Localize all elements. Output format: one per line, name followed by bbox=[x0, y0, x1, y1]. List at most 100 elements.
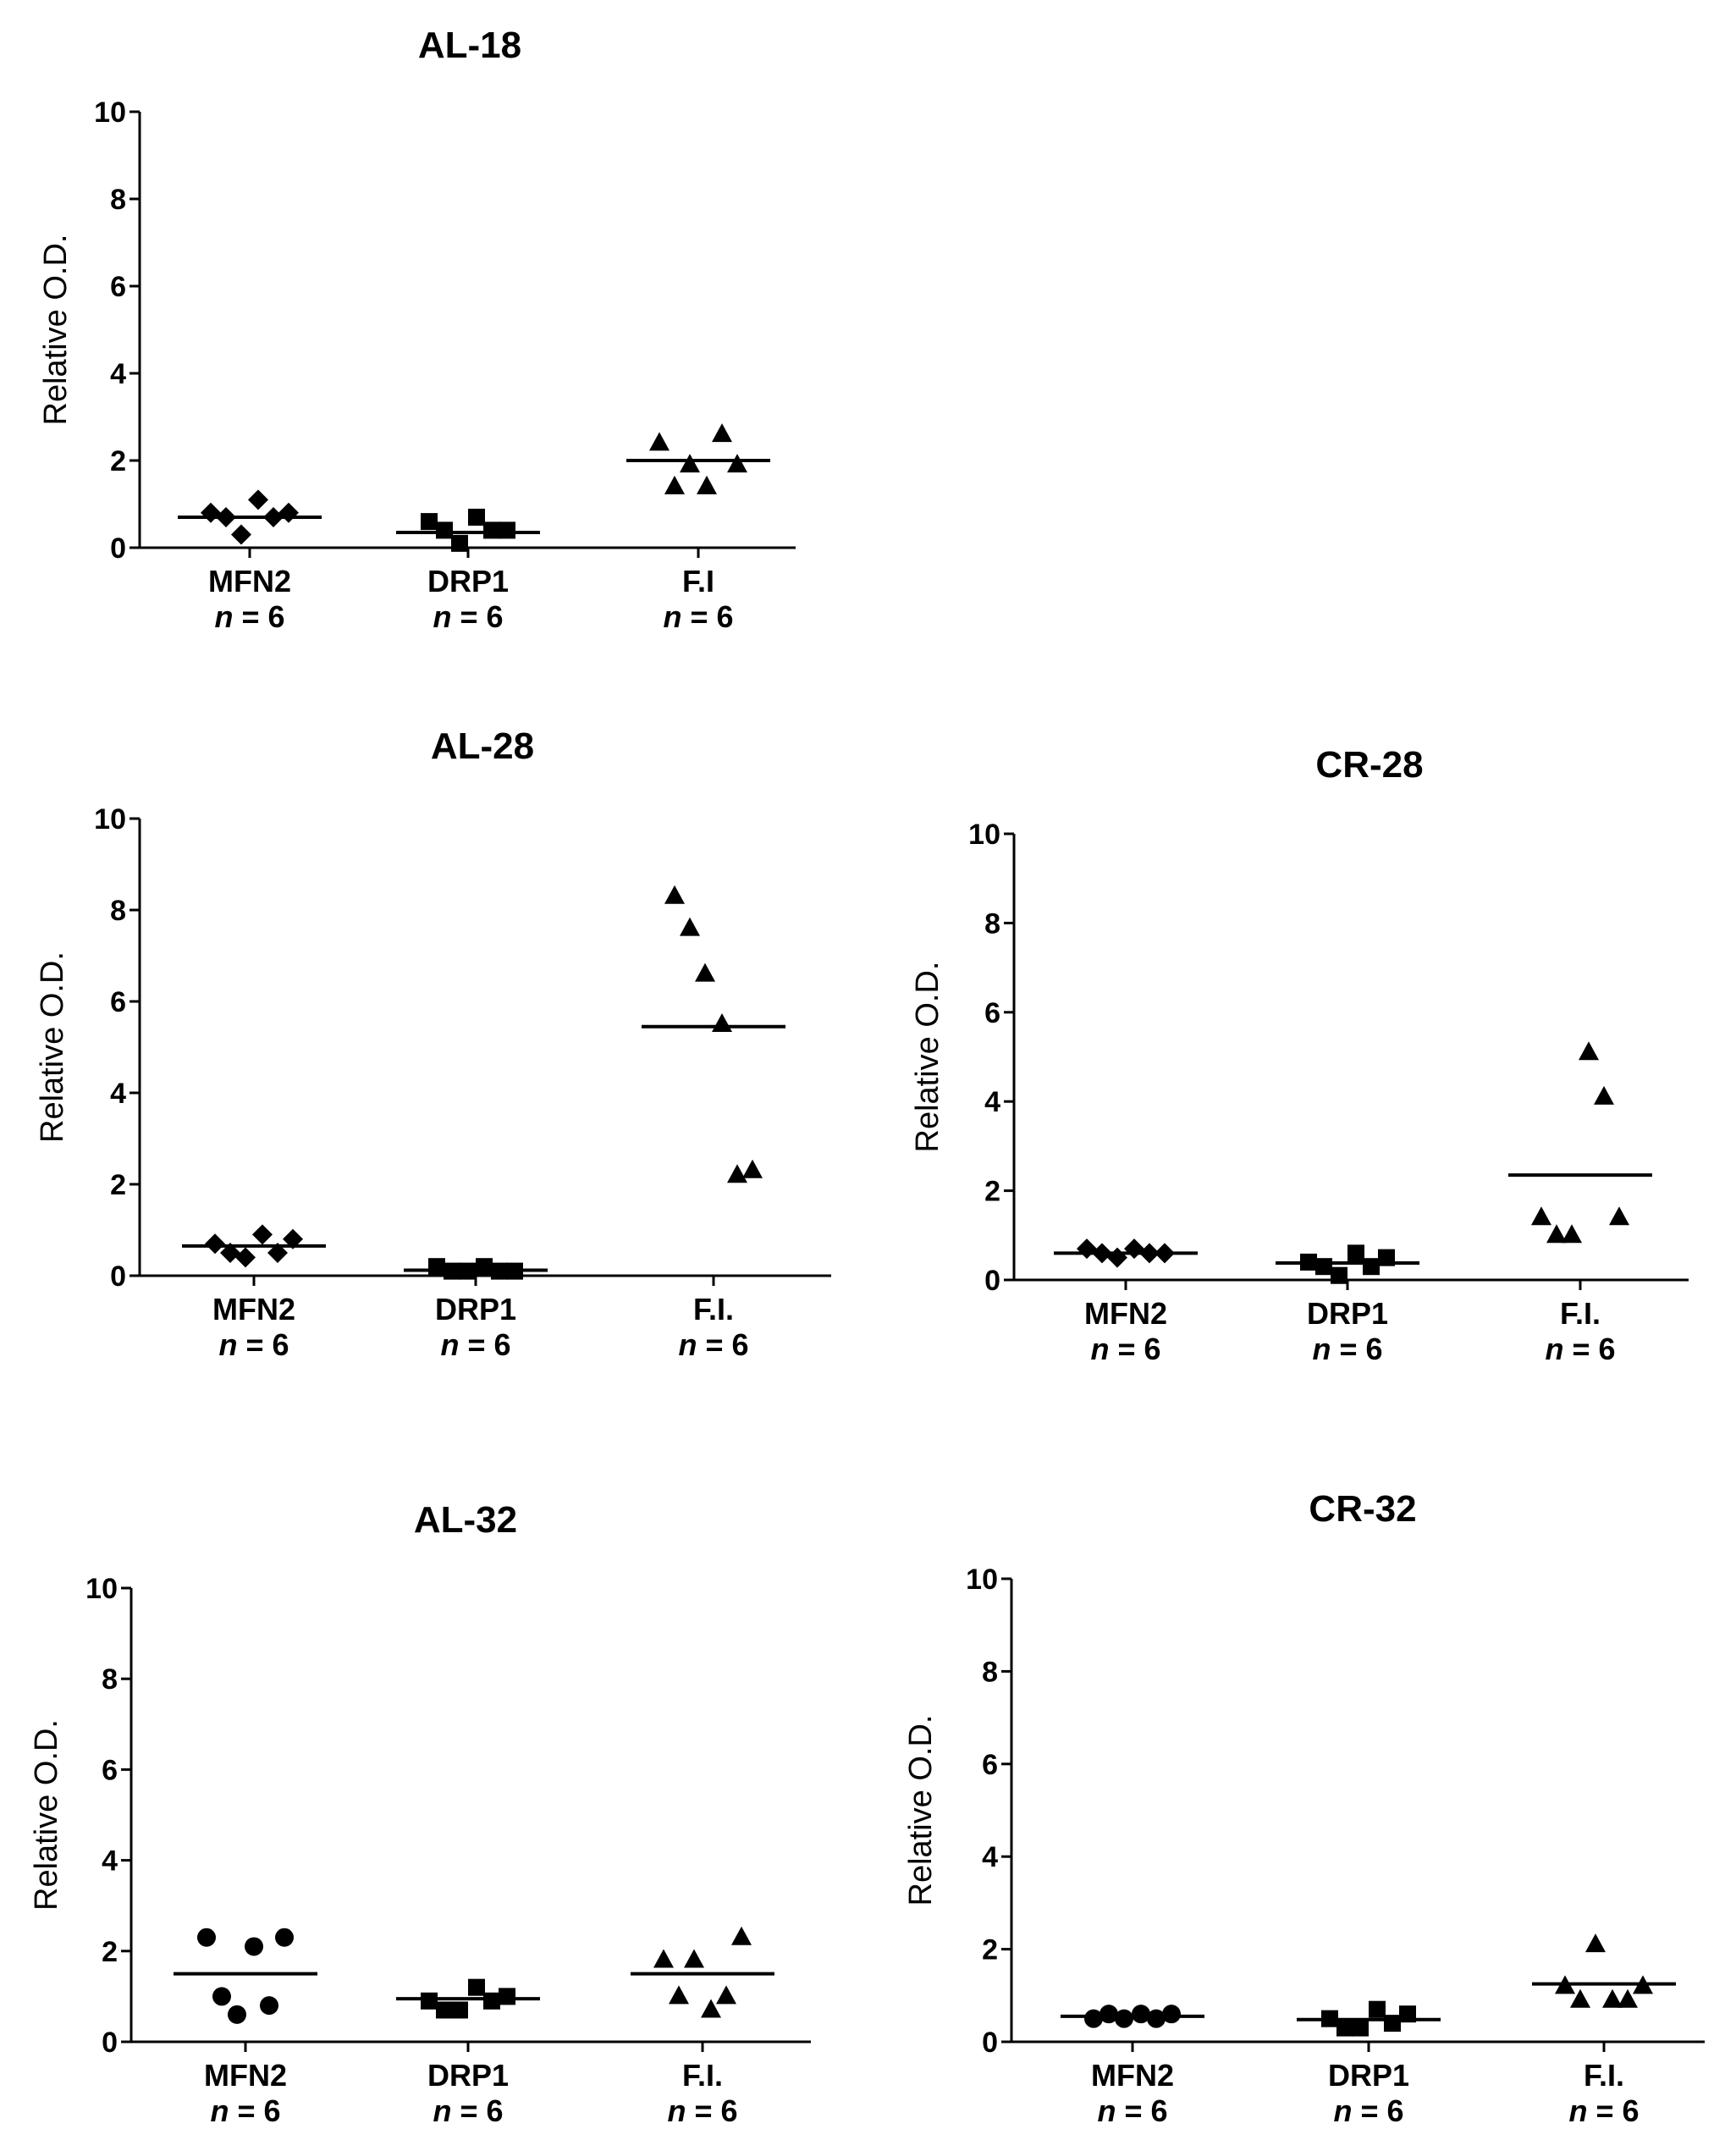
y-axis-label: Relative O.D. bbox=[910, 962, 945, 1153]
data-point bbox=[212, 1987, 231, 2006]
data-point bbox=[1347, 1244, 1364, 1262]
data-point bbox=[1300, 1253, 1317, 1271]
data-point bbox=[1336, 2019, 1353, 2037]
x-category-label: F.I bbox=[682, 564, 714, 598]
x-category-label: DRP1 bbox=[1307, 1296, 1388, 1331]
series-fi bbox=[631, 1926, 774, 2018]
data-point bbox=[499, 521, 515, 539]
data-point bbox=[1594, 1085, 1614, 1105]
data-point bbox=[228, 2005, 246, 2024]
data-point bbox=[1579, 1041, 1599, 1061]
data-point bbox=[468, 508, 485, 526]
data-point bbox=[1321, 2010, 1338, 2027]
data-point bbox=[468, 1978, 485, 1996]
data-point bbox=[1147, 2009, 1166, 2028]
data-point bbox=[716, 1985, 736, 2005]
data-point bbox=[476, 1258, 493, 1276]
y-tick-label: 6 bbox=[110, 986, 126, 1018]
data-point bbox=[451, 2001, 468, 2019]
y-tick-label: 6 bbox=[110, 271, 126, 303]
y-axis-label: Relative O.D. bbox=[38, 234, 74, 426]
series-mfn2 bbox=[1054, 1238, 1198, 1268]
y-tick-label: 2 bbox=[110, 1169, 126, 1201]
data-point bbox=[1092, 1243, 1112, 1264]
chart-title: CR-32 bbox=[1309, 1488, 1416, 1530]
series-drp1 bbox=[404, 1258, 548, 1280]
data-point bbox=[695, 962, 715, 982]
data-point bbox=[1531, 1206, 1551, 1226]
series-drp1 bbox=[1276, 1244, 1419, 1284]
data-point bbox=[1132, 2005, 1150, 2024]
y-tick-label: 0 bbox=[110, 532, 126, 565]
data-point bbox=[1155, 1243, 1175, 1264]
y-tick-label: 4 bbox=[110, 1078, 126, 1110]
y-tick-label: 0 bbox=[102, 2027, 118, 2059]
data-point bbox=[1585, 1933, 1606, 1953]
data-point bbox=[483, 521, 500, 539]
series-fi bbox=[626, 423, 770, 494]
x-category-label: F.I. bbox=[1584, 2058, 1624, 2093]
y-axis-label: Relative O.D. bbox=[35, 951, 70, 1143]
data-point bbox=[267, 1243, 288, 1263]
sample-size-label: n = 6 bbox=[433, 599, 503, 634]
y-tick-label: 4 bbox=[982, 1841, 998, 1873]
data-point bbox=[444, 1262, 460, 1280]
data-point bbox=[701, 1999, 721, 2018]
data-point bbox=[1315, 1258, 1332, 1276]
data-point bbox=[220, 1243, 240, 1263]
data-point bbox=[197, 1928, 216, 1947]
sample-size-label: n = 6 bbox=[210, 2093, 280, 2128]
y-tick-label: 10 bbox=[966, 1564, 998, 1596]
data-point bbox=[245, 1937, 263, 1956]
sample-size-label: n = 6 bbox=[1568, 2093, 1639, 2128]
data-point bbox=[421, 513, 438, 531]
data-point bbox=[428, 1258, 445, 1276]
data-point bbox=[278, 502, 299, 523]
data-point bbox=[649, 432, 670, 451]
y-tick-label: 4 bbox=[984, 1086, 1000, 1118]
sample-size-label: n = 6 bbox=[1312, 1332, 1382, 1366]
data-point bbox=[669, 1985, 689, 2005]
y-tick-label: 8 bbox=[102, 1663, 118, 1696]
data-point bbox=[712, 1013, 732, 1032]
data-point bbox=[731, 1926, 752, 1945]
sample-size-label: n = 6 bbox=[663, 599, 733, 634]
y-tick-label: 4 bbox=[110, 358, 126, 390]
x-category-label: MFN2 bbox=[208, 564, 291, 598]
y-tick-label: 0 bbox=[110, 1260, 126, 1293]
x-category-label: MFN2 bbox=[204, 2058, 287, 2093]
series-mfn2 bbox=[178, 489, 322, 545]
data-point bbox=[1633, 1975, 1653, 1994]
data-point bbox=[451, 534, 468, 552]
data-point bbox=[664, 885, 685, 904]
sample-size-label: n = 6 bbox=[214, 599, 284, 634]
sample-size-label: n = 6 bbox=[440, 1327, 510, 1362]
x-category-label: F.I. bbox=[682, 2058, 723, 2093]
data-point bbox=[680, 454, 700, 473]
sample-size-label: n = 6 bbox=[218, 1327, 289, 1362]
sample-size-label: n = 6 bbox=[1545, 1332, 1615, 1366]
data-point bbox=[436, 521, 453, 539]
series-mfn2 bbox=[174, 1928, 317, 2024]
data-point bbox=[697, 475, 717, 494]
data-point bbox=[506, 1262, 523, 1280]
y-tick-label: 6 bbox=[102, 1754, 118, 1786]
data-point bbox=[1162, 2005, 1181, 2024]
data-point bbox=[1384, 2015, 1401, 2032]
data-point bbox=[231, 524, 251, 545]
chart-title: AL-18 bbox=[418, 25, 521, 66]
data-point bbox=[1139, 1243, 1160, 1264]
data-point bbox=[436, 2001, 453, 2019]
y-tick-label: 6 bbox=[984, 997, 1000, 1029]
x-category-label: MFN2 bbox=[212, 1292, 295, 1326]
data-point bbox=[1555, 1975, 1575, 1994]
sample-size-label: n = 6 bbox=[433, 2093, 503, 2128]
data-point bbox=[1352, 2019, 1369, 2037]
y-tick-label: 10 bbox=[94, 803, 126, 836]
y-tick-label: 2 bbox=[982, 1934, 998, 1966]
sample-size-label: n = 6 bbox=[1097, 2093, 1167, 2128]
chart-title: AL-28 bbox=[431, 725, 534, 767]
y-tick-label: 4 bbox=[102, 1845, 118, 1878]
data-point bbox=[260, 1996, 278, 2016]
